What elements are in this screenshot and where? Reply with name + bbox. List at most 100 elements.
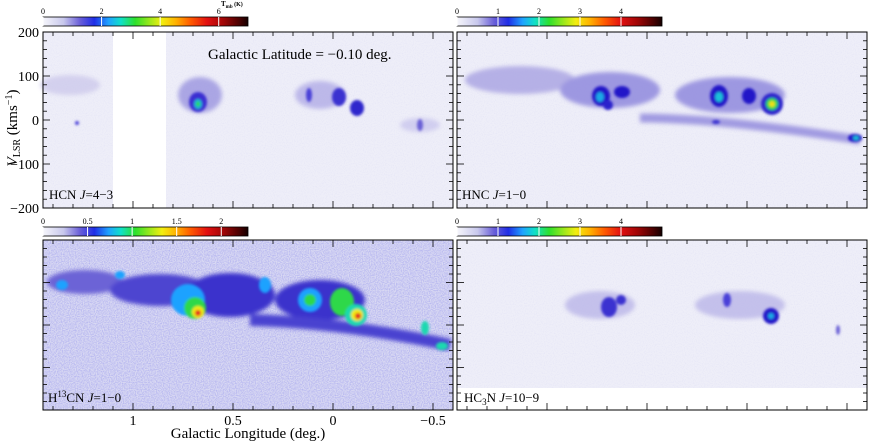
panel-h13cn-peaks — [56, 271, 448, 350]
colorbar-tick-label: 1 — [496, 217, 500, 226]
y-tick-label: 200 — [18, 26, 39, 41]
panel-hnc-peaks — [592, 85, 862, 142]
panel-hc3n-peaks — [601, 293, 840, 335]
colorbar-hnc: 0 1 2 3 4 — [455, 7, 663, 27]
colorbar-tick-label: 6 — [217, 7, 221, 16]
hcn-emission-feature — [295, 81, 345, 109]
y-tick-labels: 200 100 0 −100 −200 — [10, 26, 39, 217]
x-tick-label: 0 — [330, 414, 337, 429]
x-axis-label: Galactic Longitude (deg.) — [171, 426, 326, 441]
colorbar-tick-label: 0.5 — [83, 217, 93, 226]
hcn-peak — [306, 88, 312, 102]
hnc-emission-lane — [639, 113, 861, 145]
hnc-peak — [853, 136, 859, 140]
hcn-peak — [75, 121, 79, 125]
hc3n-peak — [616, 295, 626, 305]
hnc-emission-feature — [465, 66, 575, 94]
hc3n-emission-feature — [695, 291, 785, 319]
h13cn-peak — [304, 294, 316, 306]
panel-hc3n — [457, 240, 867, 410]
label-hcn: HCN J=4−3 — [49, 187, 113, 202]
colorbar-tick-label: 2 — [219, 217, 223, 226]
colorbar-tick-label: 0 — [41, 217, 45, 226]
panel-frames — [42, 31, 868, 411]
colorbar-tick-label: 0 — [455, 217, 459, 226]
colorbar-hcn: 0 2 4 6 Tmb (K) — [41, 0, 249, 27]
y-tick-label: −200 — [10, 202, 39, 217]
latitude-annotation: Galactic Latitude = −0.10 deg. — [208, 47, 392, 63]
panel-hnc — [457, 32, 867, 208]
colorbar-tick-label: 1 — [496, 7, 500, 16]
panel-hcn — [40, 32, 453, 208]
hnc-peak — [603, 100, 613, 110]
hcn-peak — [350, 100, 364, 116]
h13cn-emission-lane — [249, 314, 452, 351]
hnc-emission-feature — [560, 72, 660, 108]
panel-hcn-emission — [40, 75, 440, 132]
hc3n-peak — [836, 325, 840, 335]
label-hnc: HNC J=1−0 — [462, 187, 526, 202]
hc3n-emission-feature — [565, 291, 635, 319]
colorbar-tick-label: 2 — [537, 217, 541, 226]
colorbar-h13cn-bar — [42, 226, 249, 237]
panel-hcn-noise — [43, 32, 453, 208]
colorbar-tick-label: 1 — [130, 217, 134, 226]
y-axis-label: VLSR (kms−1) — [4, 90, 23, 167]
hnc-peak — [769, 101, 775, 107]
panel-h13cn — [43, 240, 453, 410]
colorbar-tick-label: 1.5 — [172, 217, 182, 226]
hcn-emission-feature — [40, 75, 100, 95]
panel-hc3n-blank-area — [457, 388, 867, 410]
h13cn-emission-feature — [185, 273, 275, 317]
x-tick-labels: 1 0.5 0 −0.5 — [130, 414, 446, 429]
colorbar-hcn-bar — [42, 16, 249, 27]
h13cn-peak — [195, 310, 201, 316]
h13cn-peak — [355, 313, 361, 319]
x-tick-label: 1 — [130, 414, 137, 429]
hnc-peak — [614, 86, 630, 98]
label-h13cn: H13CN J=1−0 — [48, 389, 121, 405]
hnc-peak — [742, 88, 756, 104]
colorbar-tick-label: 0 — [455, 7, 459, 16]
panel-hc3n-noise — [457, 240, 867, 388]
colorbar-tick-label: 4 — [619, 7, 623, 16]
y-tick-label: 100 — [18, 70, 39, 85]
hc3n-peak — [723, 293, 731, 307]
y-tick-label: −100 — [10, 158, 39, 173]
colorbar-tick-label: 2 — [100, 7, 104, 16]
colorbar-hnc-bar — [456, 16, 663, 27]
hcn-peak — [332, 88, 346, 106]
label-hc3n: HC3N J=10−9 — [464, 390, 539, 407]
x-tick-label: −0.5 — [420, 414, 445, 429]
colorbar-tick-label: 2 — [537, 7, 541, 16]
hc3n-peak — [768, 313, 774, 319]
hcn-peak — [196, 101, 200, 107]
y-tick-label: 0 — [32, 114, 39, 129]
hnc-emission-feature — [675, 77, 785, 113]
colorbar-tick-label: 4 — [619, 217, 623, 226]
colorbar-title: Tmb (K) — [221, 0, 243, 10]
hnc-peak — [712, 120, 720, 124]
x-tick-label: 0.5 — [224, 414, 242, 429]
hc3n-peak — [601, 297, 617, 317]
hnc-peak — [596, 92, 604, 102]
hnc-peak — [715, 92, 723, 102]
h13cn-peak — [436, 342, 448, 350]
colorbar-tick-label: 3 — [578, 217, 582, 226]
h13cn-peak — [56, 280, 68, 290]
colorbar-tick-label: 4 — [158, 7, 162, 16]
panel-h13cn-noise — [43, 240, 453, 410]
panel-hnc-emission — [465, 66, 861, 145]
h13cn-peak — [421, 321, 429, 335]
h13cn-peak — [259, 277, 271, 293]
h13cn-peak — [115, 271, 125, 279]
colorbar-hc3n: 0 1 2 3 4 — [455, 217, 663, 237]
colorbar-tick-label: 3 — [578, 7, 582, 16]
hcn-peak — [417, 119, 423, 131]
colorbar-h13cn: 0 0.5 1 1.5 2 — [41, 217, 249, 237]
panel-hcn-peaks — [75, 88, 423, 131]
panel-hcn-data-gap — [113, 32, 166, 208]
colorbar-hc3n-bar — [456, 226, 663, 237]
colorbar-tick-label: 0 — [41, 7, 45, 16]
